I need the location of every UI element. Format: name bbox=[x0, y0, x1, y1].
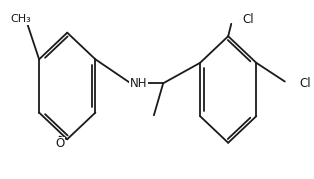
Text: O: O bbox=[55, 137, 64, 150]
Text: Cl: Cl bbox=[299, 77, 311, 90]
Text: Cl: Cl bbox=[242, 13, 254, 26]
Text: CH₃: CH₃ bbox=[10, 14, 31, 24]
Text: NH: NH bbox=[130, 77, 147, 90]
